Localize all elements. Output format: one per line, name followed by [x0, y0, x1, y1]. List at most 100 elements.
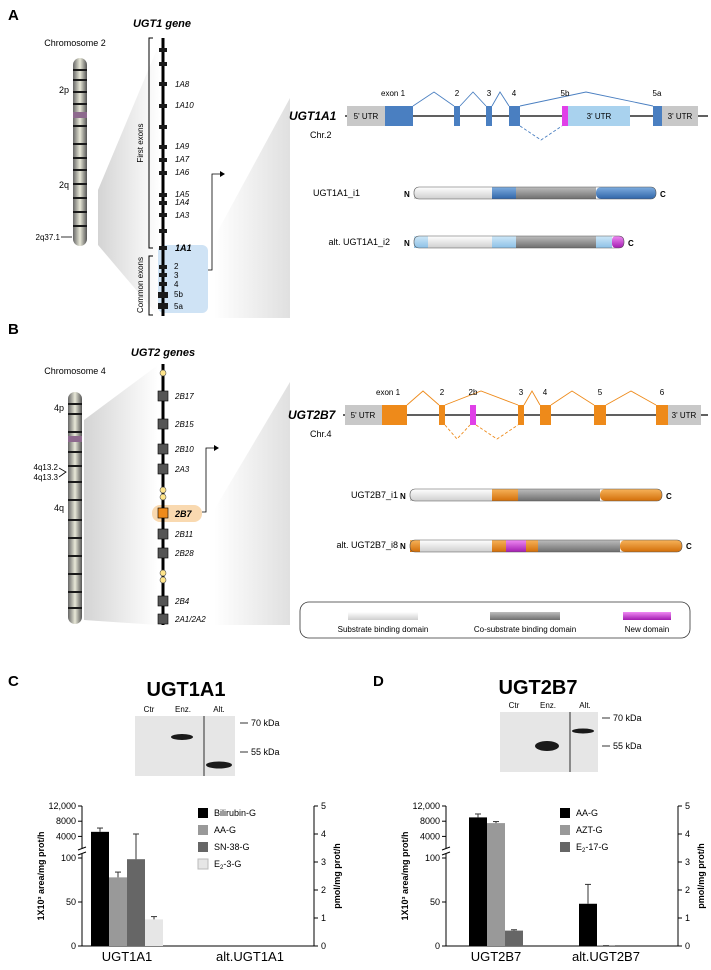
arm-4p-label: 4p: [54, 403, 64, 413]
exon-label-1a10: 1A10: [175, 101, 194, 110]
bar: [127, 859, 145, 946]
chromosome-2-label: Chromosome 2: [44, 38, 106, 48]
bar: [469, 817, 487, 946]
ugt1a1-exon4: [509, 106, 520, 126]
ugt1a1-i1-label: UGT1A1_i1: [313, 188, 360, 198]
legend-cosubstrate-label: Co-substrate binding domain: [474, 625, 576, 634]
arm-2q-label: 2q: [59, 180, 69, 190]
ugt2b7-arrowhead: [214, 445, 219, 451]
ugt1a1-exon5a-label: 5a: [653, 89, 662, 98]
ugt2b7-i8-label: alt. UGT2B7_i8: [336, 540, 398, 550]
legend-label: E2-3-G: [214, 859, 241, 871]
ugt1a1-exon3: [486, 106, 492, 126]
legend-swatch: [198, 842, 208, 852]
first-exons-bracket: [148, 37, 153, 249]
gene-label-2b11: 2B11: [174, 530, 193, 539]
ugt2b7-exon3-label: 3: [519, 388, 524, 397]
ugt2b7-exon5-label: 5: [598, 388, 603, 397]
panel-label-c: C: [8, 673, 19, 690]
axis-break-mark: [441, 851, 451, 856]
x-category-label: alt.UGT1A1: [216, 949, 284, 964]
ugt2b7-exon1-label: exon 1: [376, 388, 401, 397]
ugt1a1-exon1-label: exon 1: [381, 89, 406, 98]
y-tick-label-left: 50: [430, 897, 440, 907]
common-exons-bracket: [148, 255, 153, 316]
exon-label-4: 4: [174, 280, 179, 289]
ugt1a1-exon5b-label: 5b: [561, 89, 570, 98]
d-lane-enz: Enz.: [540, 701, 556, 710]
exon-label-1a5: 1A5: [175, 190, 190, 199]
common-exons-label: Common exons: [136, 257, 145, 313]
y-tick-label-left: 0: [71, 941, 76, 951]
ugt2b7-blot-title: UGT2B7: [499, 677, 578, 699]
ugt2b7-activity-chart: 0 50 100 4000 8000 12,000 0 1 2 3 4 5 1X10³ area/mg …: [400, 801, 706, 964]
y-tick-label-right: 0: [685, 941, 690, 951]
ugt2b7-i1-c-term: C: [666, 492, 672, 501]
panel-label-b: B: [8, 321, 19, 338]
x-category-label: alt.UGT2B7: [572, 949, 640, 964]
ugt1a1-exon2: [454, 106, 460, 126]
ugt1-first-exon-marks: [158, 48, 168, 309]
axis-break-mark: [77, 846, 87, 851]
c-lane-ctr: Ctr: [144, 705, 155, 714]
ugt1a1-gene-name: UGT1A1: [289, 109, 337, 123]
ugt2b7-exon2b: [470, 405, 476, 425]
ugt1a1-exon5b: [562, 106, 568, 126]
axis-break-mark: [77, 851, 87, 856]
x-category-label: UGT2B7: [471, 949, 522, 964]
y-tick-label-right: 2: [321, 885, 326, 895]
zoom-fan-ugt1a1: [214, 98, 290, 318]
arm-4q-label: 4q: [54, 503, 64, 513]
gene-label-2a3: 2A3: [174, 465, 190, 474]
bar: [145, 919, 163, 946]
ugt2b7-i1-n-term: N: [400, 492, 406, 501]
ugt2b7-i1-label: UGT2B7_i1: [351, 490, 398, 500]
y-axis-right-label: pmol/mg prot/h: [696, 843, 706, 909]
legend-new-swatch: [623, 612, 671, 620]
gene-label-2b10: 2B10: [174, 445, 194, 454]
legend-label: Bilirubin-G: [214, 808, 256, 818]
y-tick-label-left: 8000: [56, 816, 76, 826]
c-mw-70: 70 kDa: [251, 718, 280, 728]
legend-label: AA-G: [214, 825, 236, 835]
ugt1a1-arrowhead: [220, 171, 225, 177]
ugt2-genes-title: UGT2 genes: [131, 347, 195, 359]
ugt2b7-arrow: [202, 447, 214, 513]
c-lane-enz: Enz.: [175, 705, 191, 714]
bar: [91, 831, 109, 946]
ugt1a1-i2-c-term: C: [628, 239, 634, 248]
ugt2b7-i1-protein: [409, 488, 663, 502]
y-tick-label-right: 1: [685, 913, 690, 923]
ugt2b7-exon2-label: 2: [440, 388, 445, 397]
ugt2b7-i8-c-term: C: [686, 542, 692, 551]
ugt1a1-i1-protein: [413, 186, 657, 200]
exon-label-1a8: 1A8: [175, 80, 190, 89]
y-tick-label-left: 100: [425, 853, 440, 863]
ugt1a1-exon1: [385, 106, 413, 126]
legend-swatch: [198, 825, 208, 835]
ugt1a1-i2-label: alt. UGT1A1_i2: [328, 237, 390, 247]
ugt1a1-arrow: [208, 173, 220, 271]
panel-label-a: A: [8, 7, 19, 24]
gene-label-2b15: 2B15: [174, 420, 194, 429]
ugt2b7-5utr-box: [345, 405, 382, 425]
ugt2b7-exon6-label: 6: [660, 388, 665, 397]
gene-label-2b4: 2B4: [174, 597, 190, 606]
chromosome-4-ideogram: [68, 392, 82, 624]
locus-2q37-label: 2q37.1: [36, 233, 61, 242]
ugt2-gene-boxes: [157, 390, 169, 625]
legend-swatch: [560, 808, 570, 818]
domain-legend: Substrate binding domain Co-substrate bi…: [299, 601, 691, 639]
c-lane-alt: Alt.: [213, 705, 225, 714]
ugt1a1-3utr-box: [662, 106, 698, 126]
y-tick-label-left: 4000: [420, 831, 440, 841]
bar: [487, 823, 505, 946]
ugt1a1-5utr-box: [347, 106, 385, 126]
exon-label-5b: 5b: [174, 290, 183, 299]
ugt2b7-exon6: [656, 405, 668, 425]
ugt2-gene-labels: 2B17 2B15 2B10 2A3 2B7 2B11 2B28 2B4 2A1…: [174, 392, 206, 624]
y-tick-label-right: 0: [321, 941, 326, 951]
zoom-fan-ugt2b7: [214, 382, 290, 625]
y-tick-label-right: 5: [321, 801, 326, 811]
y-tick-label-left: 100: [61, 853, 76, 863]
